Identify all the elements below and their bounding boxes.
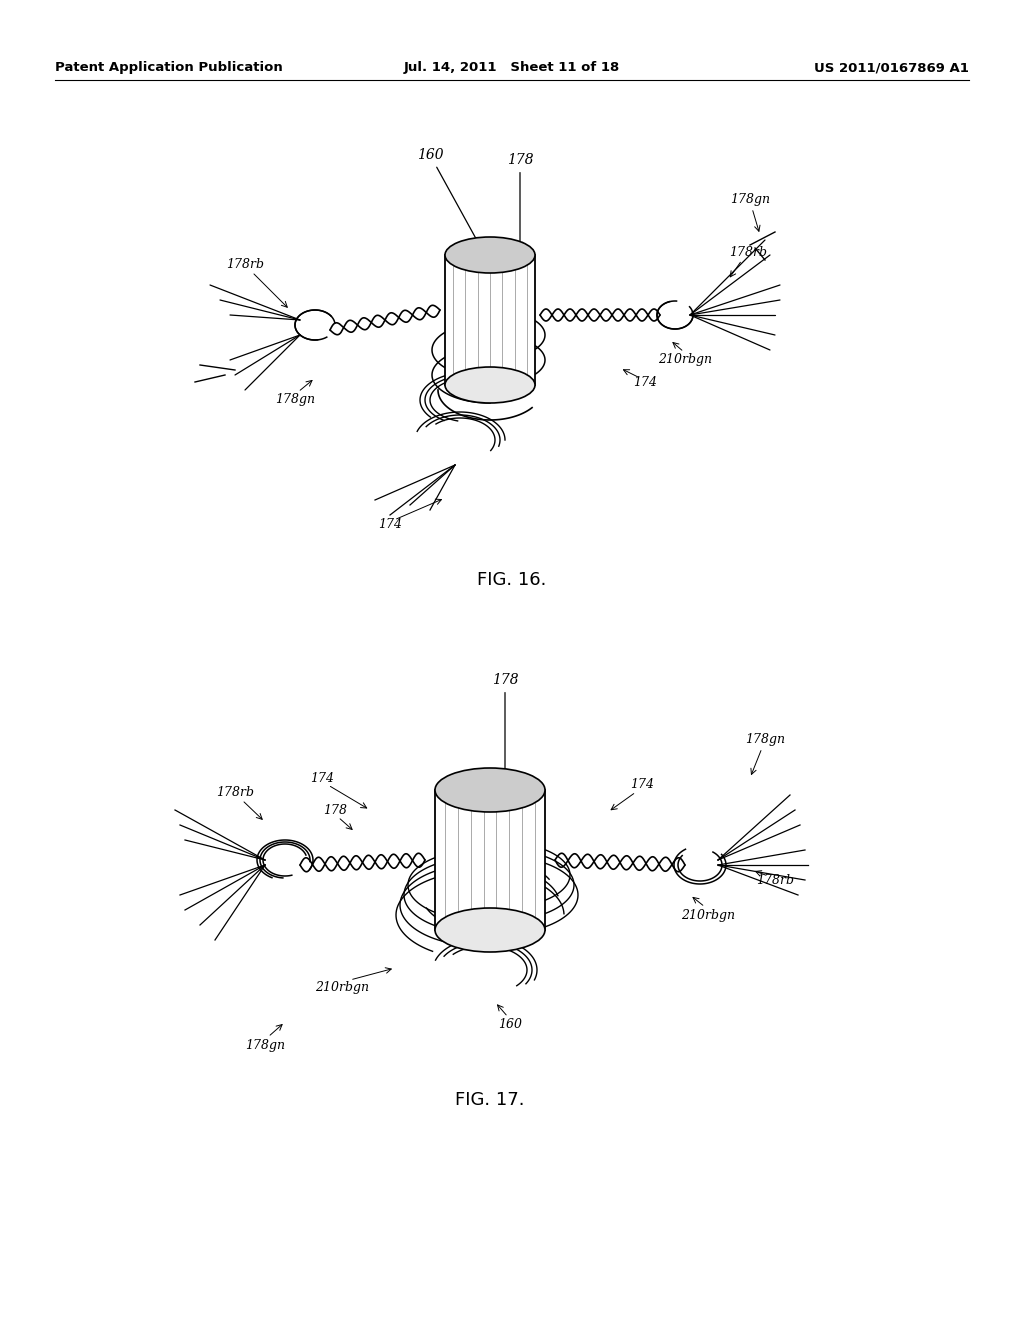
Text: 174: 174 xyxy=(378,519,402,532)
Ellipse shape xyxy=(445,367,535,403)
Text: 174: 174 xyxy=(310,771,334,784)
Text: 210rbgn: 210rbgn xyxy=(315,982,369,994)
Text: 174: 174 xyxy=(630,779,654,792)
Text: 178gn: 178gn xyxy=(245,1039,285,1052)
Text: 210rbgn: 210rbgn xyxy=(658,354,712,367)
Bar xyxy=(445,255,535,385)
Text: US 2011/0167869 A1: US 2011/0167869 A1 xyxy=(814,62,969,74)
Text: Jul. 14, 2011   Sheet 11 of 18: Jul. 14, 2011 Sheet 11 of 18 xyxy=(403,62,621,74)
Text: 178rb: 178rb xyxy=(756,874,794,887)
Bar xyxy=(435,789,545,931)
Text: 178gn: 178gn xyxy=(275,393,315,407)
Text: 178: 178 xyxy=(323,804,347,817)
Text: 160: 160 xyxy=(417,148,483,251)
Text: 178gn: 178gn xyxy=(730,194,770,206)
Ellipse shape xyxy=(445,238,535,273)
Text: Patent Application Publication: Patent Application Publication xyxy=(55,62,283,74)
Text: 178gn: 178gn xyxy=(745,734,785,747)
Text: 178: 178 xyxy=(492,673,518,783)
Text: 160: 160 xyxy=(498,1019,522,1031)
Text: 178rb: 178rb xyxy=(729,246,767,259)
Text: 210rbgn: 210rbgn xyxy=(681,908,735,921)
Ellipse shape xyxy=(435,908,545,952)
Text: 174: 174 xyxy=(633,375,657,388)
Text: 178rb: 178rb xyxy=(216,785,254,799)
Text: FIG. 16.: FIG. 16. xyxy=(477,572,547,589)
Text: 178rb: 178rb xyxy=(226,259,264,272)
Ellipse shape xyxy=(435,768,545,812)
Text: FIG. 17.: FIG. 17. xyxy=(456,1092,524,1109)
Text: 178: 178 xyxy=(507,153,534,248)
